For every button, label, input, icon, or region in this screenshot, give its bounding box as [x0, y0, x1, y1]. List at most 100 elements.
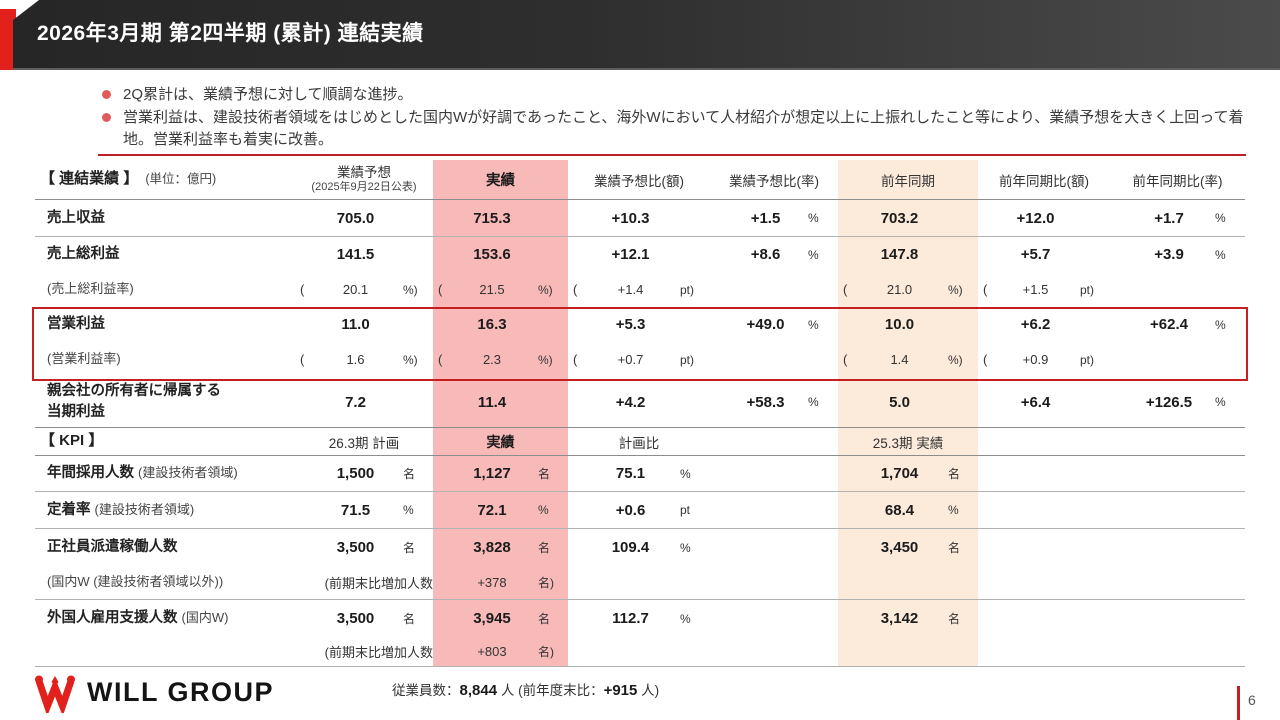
red-accent-strip	[0, 9, 16, 70]
cell: (1.6%)	[300, 352, 418, 367]
cell: 3,450 名	[880, 539, 961, 556]
cell	[568, 566, 710, 599]
cell: (1.4%)	[843, 352, 963, 367]
cell: 3,945 名	[473, 610, 551, 627]
cell: 7.2	[345, 393, 366, 411]
row-profit-attributable: 親会社の所有者に帰属する 当期利益 7.2 11.4 +4.2 +58.3% 5.0 +6.4…	[35, 377, 1245, 428]
col-header-vs-forecast-amount: 業績予想比(額)	[594, 173, 684, 189]
summary-bullet: 営業利益は、建設技術者領域をはじめとした国内Wが好調であったこと、海外Wにおいて…	[100, 107, 1252, 150]
kpi-col-header-plan: 26.3期 計画	[328, 435, 400, 451]
cell	[978, 529, 1110, 566]
cell: (20.1%)	[300, 282, 418, 297]
col-header-vs-prev-amount: 前年同期比(額)	[999, 173, 1089, 189]
cell: (+0.9 pt)	[983, 352, 1095, 367]
cell: +6.2	[1020, 316, 1051, 333]
cell: 703.2	[880, 209, 919, 227]
cell: 68.4%	[884, 501, 959, 519]
cell	[710, 492, 838, 528]
row-label: 正社員派遣稼働人数	[47, 539, 178, 556]
cell: 3,142 名	[880, 610, 961, 627]
employee-count-label: 従業員数：	[392, 683, 460, 698]
cell: 1,704 名	[880, 465, 961, 482]
cell: (+1.4 pt)	[573, 282, 695, 297]
cell: 11.4	[477, 393, 507, 411]
cell	[710, 637, 838, 666]
cell: (21.0%)	[843, 282, 963, 297]
cell: 3,500 名	[336, 610, 416, 627]
cell: 16.3	[477, 316, 507, 333]
cell	[710, 456, 838, 491]
cell: 71.5%	[340, 501, 414, 519]
row-dispatch-workers: 正社員派遣稼働人数 3,500 名 3,828 名 109.4% 3,450 名	[35, 529, 1245, 566]
kpi-section-label: 【 KPI 】	[40, 432, 104, 450]
cell: 109.4%	[611, 539, 691, 556]
cell	[710, 529, 838, 566]
cell	[978, 566, 1110, 599]
kpi-section-label-cell: 【 KPI 】	[35, 428, 295, 455]
summary-bullets: 2Q累計は、業績予想に対して順調な進捗。 営業利益は、建設技術者領域をはじめとした…	[100, 84, 1252, 152]
cell: 10.0	[884, 316, 915, 333]
employee-count: 従業員数：8,844 人 (前年度末比：+915 人)	[392, 679, 659, 699]
employee-count-unit: 人	[500, 683, 515, 698]
col-header-actual: 実績	[486, 173, 515, 189]
will-group-logo-icon	[35, 675, 75, 713]
kpi-col-header-actual: 実績	[486, 433, 515, 450]
cell: +6.4	[1020, 393, 1051, 411]
cell	[978, 600, 1110, 637]
page-title: 2026年3月期 第2四半期 (累計) 連結実績	[37, 22, 424, 45]
cell	[710, 600, 838, 637]
cell	[1110, 566, 1245, 599]
employee-yoy-prefix: (前年度末比：	[518, 683, 604, 698]
col-header-vs-forecast-rate: 業績予想比(率)	[729, 173, 819, 189]
cell	[710, 272, 838, 307]
kpi-header-spacer	[978, 428, 1110, 455]
row-operating-profit: 営業利益 11.0 16.3 +5.3 +49.0% 10.0 +6.2 +62.4%	[35, 307, 1245, 342]
kpi-col-header-prev-year: 25.3期 実績	[872, 435, 944, 451]
cell: +5.7	[1020, 246, 1051, 263]
cell: 147.8	[880, 246, 919, 263]
cell: +58.3%	[746, 393, 819, 411]
row-label: 外国人雇用支援人数 (国内W)	[47, 610, 229, 627]
section-label: 【 連結業績 】	[40, 170, 139, 188]
cell: +0.6 pt	[615, 501, 691, 519]
cell: 3,500 名	[336, 539, 416, 556]
logo-text: WILL GROUP	[87, 676, 274, 707]
cell: 1,127 名	[473, 465, 551, 482]
summary-bullet: 2Q累計は、業績予想に対して順調な進捗。	[100, 84, 1252, 105]
cell: +8.6%	[750, 246, 819, 263]
section-label-cell: 【 連結業績 】 (単位：億円)	[35, 160, 295, 199]
row-label: 年間採用人数 (建設技術者領域)	[47, 465, 238, 482]
employee-yoy-value: +915	[603, 682, 638, 699]
row-retention-rate: 定着率 (建設技術者領域) 71.5% 72.1% +0.6 pt 68.4%	[35, 492, 1245, 529]
cell: +62.4%	[1150, 316, 1226, 333]
row-label: (営業利益率)	[47, 351, 121, 367]
kpi-header-row: 【 KPI 】 26.3期 計画 実績 計画比 25.3期 実績	[35, 428, 1245, 456]
cell	[978, 456, 1110, 491]
row-gross-profit: 売上総利益 141.5 153.6 +12.1 +8.6% 147.8 +5.7 +3.9%	[35, 237, 1245, 272]
row-label: 親会社の所有者に帰属する 当期利益	[47, 383, 221, 420]
cell	[838, 566, 978, 599]
row-foreign-support: 外国人雇用支援人数 (国内W) 3,500 名 3,945 名 112.7% 3,142 名	[35, 600, 1245, 637]
cell	[710, 566, 838, 599]
cell: 5.0	[889, 393, 910, 411]
cell: 715.3	[473, 209, 511, 227]
row-annual-hires: 年間採用人数 (建設技術者領域) 1,500 名 1,127 名 75.1% 1,704 名	[35, 456, 1245, 492]
cell: 141.5	[336, 246, 375, 263]
cell	[1110, 600, 1245, 637]
header-bar: 2026年3月期 第2四半期 (累計) 連結実績	[0, 0, 1280, 70]
kpi-col-header-vs-plan: 計画比	[618, 435, 660, 451]
row-label: 売上総利益	[47, 246, 120, 263]
cell: +1.5%	[750, 209, 819, 227]
cell: (+1.5 pt)	[983, 282, 1095, 297]
actual-column-highlight	[433, 160, 568, 667]
company-logo: WILL GROUP	[33, 671, 274, 713]
cell: 1,500 名	[336, 465, 416, 482]
cell: +12.0	[1016, 209, 1055, 227]
cell: 112.7%	[612, 610, 691, 627]
row-gross-margin: (売上総利益率) (20.1%) (21.5%) (+1.4 pt) (21.0%) (+1…	[35, 272, 1245, 307]
red-divider-line	[98, 154, 1246, 156]
cell: 75.1%	[615, 465, 691, 482]
cell: +4.2	[615, 393, 646, 411]
cell: +803 名)	[477, 644, 554, 659]
